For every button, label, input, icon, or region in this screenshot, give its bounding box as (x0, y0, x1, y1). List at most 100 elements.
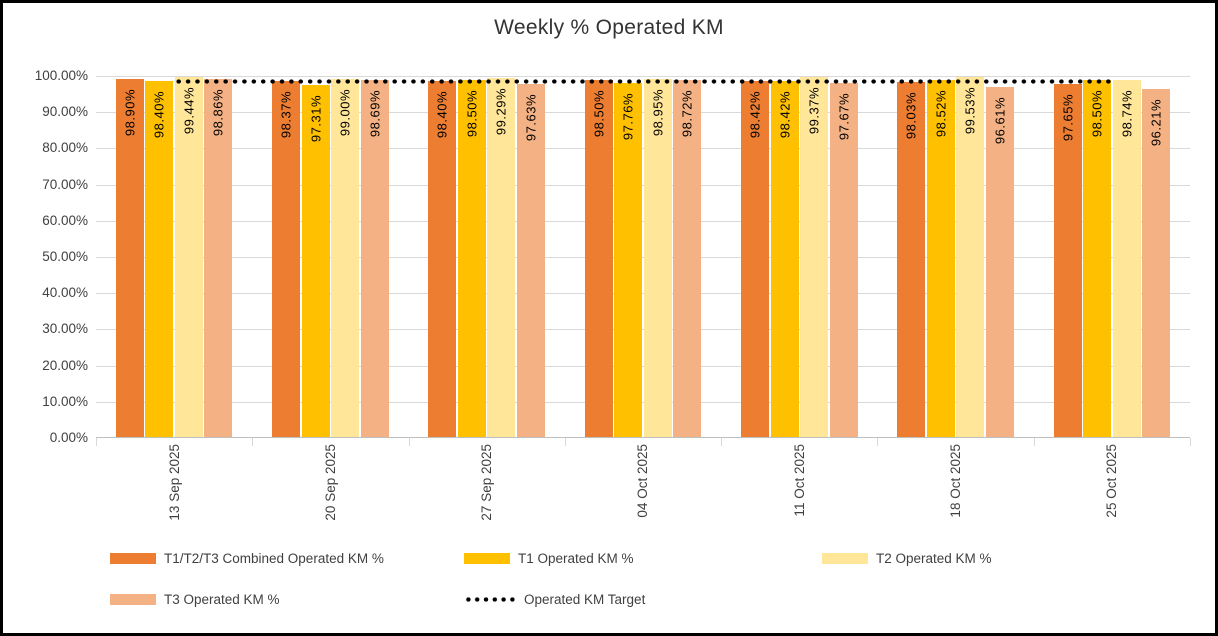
bar-data-label: 98.42% (747, 90, 763, 138)
gridline (96, 76, 1190, 77)
bar-series3-cat4: 98.95% (643, 78, 672, 437)
legend-item: T2 Operated KM % (822, 551, 992, 566)
x-axis-tick (564, 438, 566, 446)
x-axis-label-text: 18 Oct 2025 (948, 444, 964, 518)
y-axis-tick-label: 100.00% (34, 68, 88, 83)
bar-series1-cat4: 98.50% (584, 80, 613, 437)
legend-item: T3 Operated KM % (110, 592, 280, 607)
bar-data-label: 99.00% (337, 88, 353, 136)
y-axis-tick-label: 90.00% (42, 104, 88, 120)
x-axis-label: 13 Sep 2025 (96, 444, 252, 536)
x-axis-label: 27 Sep 2025 (409, 444, 565, 536)
x-axis-label: 20 Sep 2025 (252, 444, 408, 536)
bar-data-label: 98.95% (650, 88, 666, 136)
target-line (174, 78, 1112, 84)
bar-series4-cat5: 97.67% (829, 83, 858, 437)
bar-data-label: 97.65% (1060, 93, 1076, 141)
bar-series2-cat5: 98.42% (770, 80, 799, 437)
bar-data-label: 99.29% (493, 87, 509, 135)
bar-series3-cat1: 99.44% (174, 77, 203, 437)
bar-series2-cat2: 97.31% (301, 84, 330, 437)
bar-series4-cat4: 98.72% (673, 79, 702, 437)
bar-series4-cat7: 96.21% (1142, 88, 1171, 437)
bar-series3-cat6: 99.53% (956, 76, 985, 437)
y-axis-tick-label: 30.00% (42, 321, 88, 337)
y-axis-tick-label: 20.00% (42, 357, 88, 373)
bar-series1-cat2: 98.37% (272, 80, 301, 437)
y-axis-tick-label: 60.00% (42, 212, 88, 228)
bar-series1-cat7: 97.65% (1053, 83, 1082, 437)
legend-color-swatch (110, 553, 156, 564)
x-axis-label-text: 04 Oct 2025 (635, 444, 651, 518)
bar-series4-cat6: 96.61% (985, 87, 1014, 437)
bar-series2-cat4: 97.76% (614, 83, 643, 437)
x-axis-tick (252, 438, 254, 446)
bar-series2-cat3: 98.50% (457, 80, 486, 437)
bar-data-label: 98.50% (1089, 90, 1105, 138)
x-axis-label: 18 Oct 2025 (877, 444, 1033, 536)
y-axis-tick-label: 0.00% (49, 430, 88, 445)
bar-data-label: 98.69% (367, 89, 383, 137)
x-axis-tick (1033, 438, 1035, 446)
legend-label: T3 Operated KM % (164, 592, 280, 607)
bar-series3-cat2: 99.00% (331, 78, 360, 437)
x-axis-tick (1190, 438, 1191, 446)
bar-data-label: 98.42% (777, 90, 793, 138)
bar-data-label: 98.90% (122, 88, 138, 137)
bar-data-label: 96.21% (1148, 98, 1164, 146)
bar-series4-cat2: 98.69% (360, 79, 389, 437)
bar-series2-cat7: 98.50% (1083, 80, 1112, 437)
x-axis-tick (721, 438, 723, 446)
y-axis-tick-label: 70.00% (42, 176, 88, 192)
x-axis-tick (877, 438, 879, 446)
bar-series3-cat7: 98.74% (1112, 79, 1141, 437)
bar-data-label: 96.61% (992, 97, 1008, 145)
bar-series4-cat3: 97.63% (516, 83, 545, 437)
bar-series1-cat5: 98.42% (741, 80, 770, 437)
bar-series1-cat1: 98.90% (115, 78, 144, 437)
x-axis-label-text: 20 Sep 2025 (322, 444, 338, 521)
plot-area: 98.90% 98.40% 99.44% 98.86% 98.37% 97.31% 99.0… (96, 76, 1190, 438)
legend-color-swatch (822, 553, 868, 564)
gridline (96, 401, 1190, 403)
chart-title: Weekly % Operated KM (494, 16, 724, 39)
bar-data-label: 98.52% (933, 90, 949, 138)
bar-data-label: 98.74% (1119, 89, 1135, 137)
bar-data-label: 97.31% (308, 94, 324, 142)
legend-label: Operated KM Target (524, 592, 646, 607)
legend-label: T1/T2/T3 Combined Operated KM % (164, 551, 384, 566)
bar-series4-cat1: 98.86% (204, 79, 233, 437)
gridline (96, 257, 1190, 258)
x-axis-tick (96, 438, 97, 446)
bar-data-label: 98.86% (210, 89, 226, 137)
gridline (96, 293, 1190, 295)
bar-data-label: 98.40% (151, 90, 167, 138)
bar-data-label: 98.03% (903, 92, 919, 140)
legend-label: T2 Operated KM % (876, 551, 992, 566)
bar-data-label: 98.37% (278, 90, 294, 138)
bar-data-label: 98.50% (464, 90, 480, 138)
gridline (96, 220, 1190, 222)
legend-dotted-line-icon (464, 597, 516, 602)
gridline (96, 365, 1190, 367)
x-axis-label-text: 27 Sep 2025 (479, 444, 495, 521)
bar-series3-cat5: 99.37% (800, 77, 829, 437)
legend-color-swatch (464, 553, 510, 564)
legend-label: T1 Operated KM % (518, 551, 634, 566)
x-axis-tick (408, 438, 410, 446)
bar-data-label: 97.67% (836, 93, 852, 141)
bar-series3-cat3: 99.29% (487, 77, 516, 437)
bar-data-label: 99.53% (962, 86, 978, 134)
bar-data-label: 97.63% (523, 93, 539, 141)
bar-series2-cat1: 98.40% (145, 80, 174, 437)
x-axis-label: 25 Oct 2025 (1034, 444, 1190, 536)
x-axis-label-text: 13 Sep 2025 (166, 444, 182, 521)
gridline (96, 112, 1190, 114)
x-axis-label: 04 Oct 2025 (565, 444, 721, 536)
bar-data-label: 98.40% (434, 90, 450, 138)
legend-item: T1 Operated KM % (464, 551, 634, 566)
bar-series1-cat3: 98.40% (428, 80, 457, 437)
gridline (96, 184, 1190, 186)
gridline (96, 148, 1190, 150)
